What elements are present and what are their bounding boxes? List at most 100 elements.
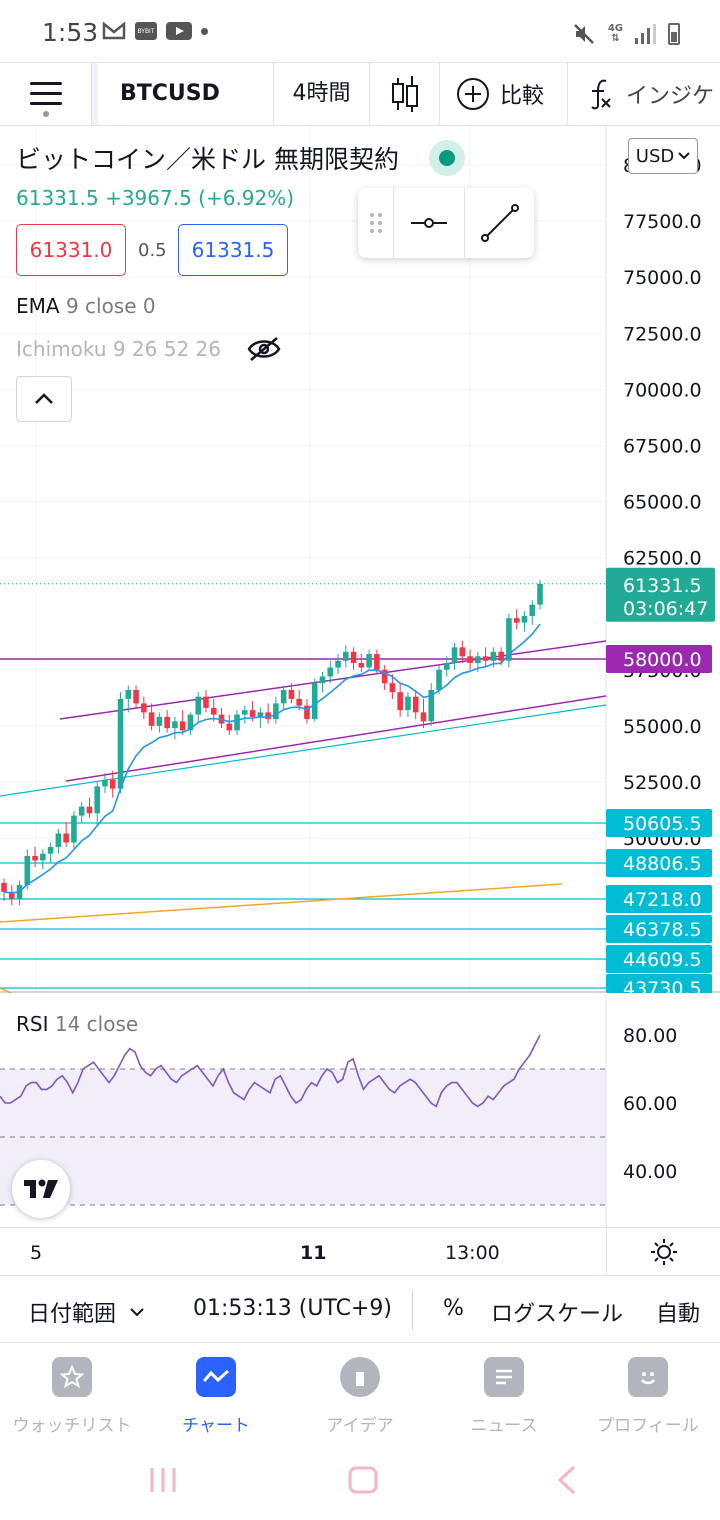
drawing-toolbar bbox=[358, 188, 534, 258]
tab-label: ウォッチリスト bbox=[12, 1416, 132, 1436]
current-price-badge bbox=[606, 567, 715, 622]
bybit-icon: BYBIT bbox=[135, 22, 157, 40]
candle-body bbox=[249, 710, 256, 717]
candle-body bbox=[133, 689, 139, 704]
candle-body bbox=[412, 696, 419, 713]
current-price-label: 61331.5 bbox=[623, 575, 702, 597]
candle-body bbox=[226, 723, 233, 731]
horizontal-line-tool-button[interactable] bbox=[394, 188, 464, 258]
candle-body bbox=[350, 651, 357, 664]
candle-body bbox=[374, 654, 380, 670]
currency-button[interactable]: USD bbox=[628, 138, 698, 174]
chart-settings-button[interactable] bbox=[606, 1228, 720, 1276]
tab-label: チャート bbox=[182, 1416, 250, 1436]
candle-body bbox=[8, 891, 15, 899]
candle-body bbox=[529, 604, 536, 616]
candle-body bbox=[389, 683, 396, 693]
level-badge bbox=[606, 885, 712, 913]
gmail-icon bbox=[102, 22, 126, 40]
tradingview-logo-icon bbox=[24, 1179, 58, 1198]
log-scale-button[interactable]: ログスケール bbox=[491, 1302, 624, 1327]
signal-icon bbox=[635, 24, 656, 44]
battery-icon bbox=[668, 23, 680, 45]
back-icon[interactable] bbox=[552, 1465, 582, 1495]
time-label: 5 bbox=[30, 1242, 43, 1264]
candle-body bbox=[164, 716, 170, 729]
level-badge-label: 47218.0 bbox=[623, 889, 702, 911]
smile-icon bbox=[628, 1357, 668, 1397]
chart-legend: ビットコイン／米ドル 無期限契約 61331.5 +3967.5 (+6.92%… bbox=[16, 140, 465, 422]
candle-body bbox=[537, 583, 543, 605]
sun-settings-icon bbox=[650, 1239, 677, 1265]
interval-button[interactable]: 4時間 bbox=[274, 63, 370, 125]
level-badge-label: 50605.5 bbox=[623, 813, 702, 835]
candle-body bbox=[234, 714, 240, 731]
tab-ideas[interactable]: アイデア bbox=[288, 1343, 432, 1443]
status-time: 1:53 bbox=[42, 18, 99, 47]
date-range-button[interactable]: 日付範囲 bbox=[28, 1296, 144, 1328]
candle-body bbox=[78, 806, 85, 816]
candle-body bbox=[428, 689, 435, 722]
ema-line bbox=[3, 623, 541, 895]
channel-upper-line bbox=[59, 640, 607, 720]
rsi-tick-label: 60.00 bbox=[623, 1093, 677, 1115]
countdown-label: 03:06:47 bbox=[623, 598, 708, 620]
hidden-eye-icon[interactable] bbox=[247, 336, 281, 362]
price-chart[interactable]: 80000.077500.075000.072500.070000.067500… bbox=[0, 126, 720, 1227]
chart-toolbar: BTCUSD 4時間 比較 インジケ bbox=[0, 62, 720, 126]
tab-chart[interactable]: チャート bbox=[144, 1343, 288, 1443]
level-badge-label: 46378.5 bbox=[623, 919, 702, 941]
candle-body bbox=[335, 660, 341, 668]
level-badge-label: 48806.5 bbox=[623, 853, 702, 875]
network-type-icon: 4G ⇅ bbox=[607, 23, 623, 44]
ema-params: 9 close 0 bbox=[65, 294, 156, 318]
indicators-button[interactable]: インジケ bbox=[568, 63, 714, 125]
candle-body bbox=[172, 721, 178, 729]
candle-body bbox=[179, 721, 186, 731]
horizontal-line-icon bbox=[411, 218, 447, 228]
chart-type-button[interactable] bbox=[370, 63, 440, 125]
ichimoku-legend[interactable]: Ichimoku 9 26 52 26 bbox=[16, 336, 465, 362]
rsi-legend[interactable]: RSI 14 close bbox=[16, 1012, 138, 1036]
recent-apps-icon[interactable] bbox=[146, 1465, 180, 1495]
channel-lower-line bbox=[65, 695, 607, 782]
candle-body bbox=[490, 651, 497, 661]
collapse-legend-button[interactable] bbox=[16, 376, 72, 422]
candle-body bbox=[117, 698, 124, 789]
timezone-button[interactable]: 01:53:13 (UTC+9) bbox=[193, 1296, 393, 1321]
compare-button[interactable]: 比較 bbox=[440, 63, 568, 125]
drag-handle-icon[interactable] bbox=[358, 188, 394, 258]
time-axis[interactable]: 5 11 13:00 bbox=[0, 1227, 720, 1276]
candle-body bbox=[366, 654, 372, 668]
candle-body bbox=[141, 703, 147, 713]
trend-line-tool-button[interactable] bbox=[464, 188, 534, 258]
tab-news[interactable]: ニュース bbox=[432, 1343, 576, 1443]
candle-body bbox=[63, 833, 69, 843]
menu-button[interactable] bbox=[0, 63, 92, 125]
more-notifications-icon bbox=[201, 27, 208, 35]
tradingview-logo[interactable] bbox=[12, 1160, 70, 1218]
candle-body bbox=[210, 707, 217, 715]
tab-profile[interactable]: プロフィール bbox=[576, 1343, 720, 1443]
candle-body bbox=[397, 692, 403, 711]
price-tick-label: 67500.0 bbox=[623, 435, 702, 457]
candle-body bbox=[40, 853, 46, 861]
candle-body bbox=[280, 689, 287, 704]
candle-body bbox=[55, 833, 62, 847]
tab-label: アイデア bbox=[326, 1416, 394, 1436]
price-tick-label: 77500.0 bbox=[623, 211, 702, 233]
tab-watchlist[interactable]: ウォッチリスト bbox=[0, 1343, 144, 1443]
home-icon[interactable] bbox=[346, 1465, 380, 1495]
rsi-pane-background bbox=[0, 993, 720, 1227]
symbol-description: ビットコイン／米ドル 無期限契約 bbox=[16, 145, 399, 174]
price-tick-label: 55000.0 bbox=[623, 716, 702, 738]
symbol-title-row: ビットコイン／米ドル 無期限契約 bbox=[16, 140, 465, 176]
ema-legend[interactable]: EMA 9 close 0 bbox=[16, 294, 465, 318]
symbol-button[interactable]: BTCUSD bbox=[98, 63, 274, 125]
buy-button[interactable]: 61331.5 bbox=[178, 224, 288, 276]
price-tick-label: 65000.0 bbox=[623, 492, 702, 514]
auto-scale-button[interactable]: 自動 bbox=[656, 1302, 701, 1327]
sell-button[interactable]: 61331.0 bbox=[16, 224, 126, 276]
news-icon bbox=[484, 1357, 524, 1397]
percent-scale-button[interactable]: % bbox=[443, 1296, 464, 1321]
